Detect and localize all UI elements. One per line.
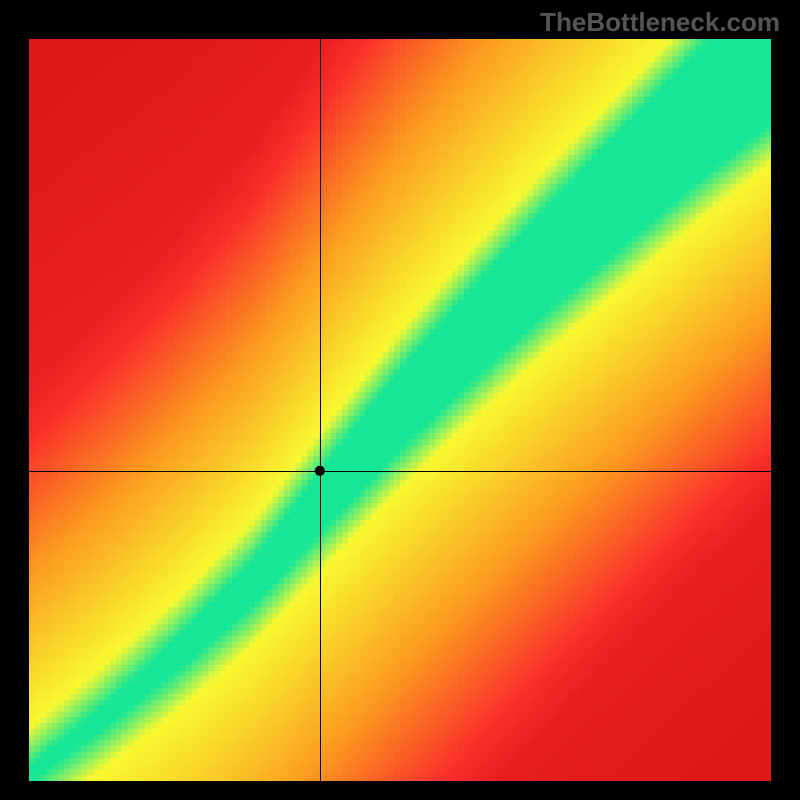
chart-frame [29,39,771,781]
crosshair-overlay [29,39,771,781]
watermark-text: TheBottleneck.com [540,7,780,38]
